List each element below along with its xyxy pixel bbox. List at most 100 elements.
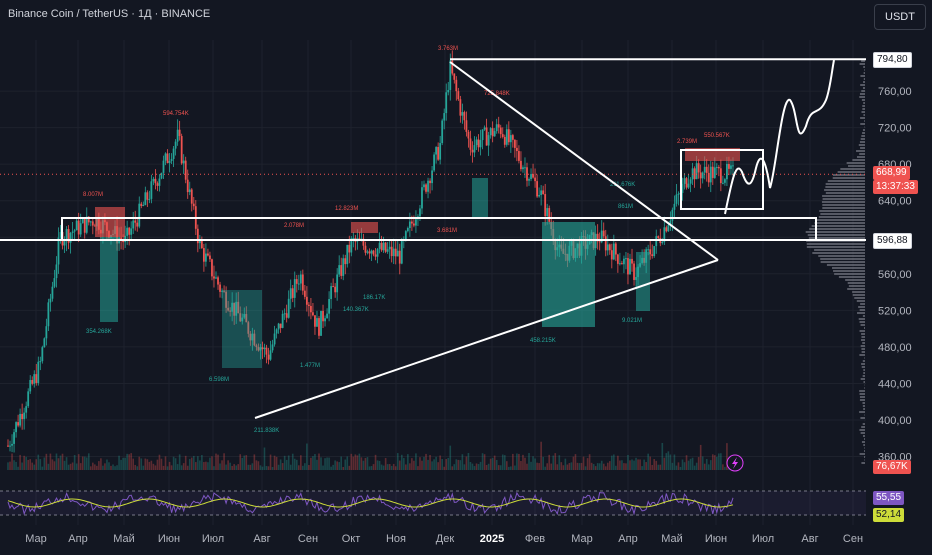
volume-annotation: 211.838K	[254, 428, 279, 434]
volume-bar	[143, 466, 145, 470]
candle-body	[373, 251, 375, 255]
volume-bar	[187, 466, 189, 470]
volume-bar	[435, 457, 437, 470]
volume-bar	[122, 458, 124, 470]
candle-body	[611, 250, 613, 259]
profile-bar	[860, 393, 865, 395]
candle-body	[484, 127, 486, 129]
candle-body	[518, 151, 520, 161]
profile-bar	[820, 213, 865, 215]
profile-bar	[814, 249, 865, 251]
volume-bar	[504, 455, 506, 470]
currency-button[interactable]: USDT	[874, 4, 926, 30]
candle-body	[66, 229, 68, 241]
profile-bar	[860, 303, 865, 305]
volume-bar	[554, 453, 556, 470]
volume-annotation: 9.021M	[622, 318, 642, 324]
volume-bar	[552, 456, 554, 470]
candle-body	[78, 221, 80, 235]
candle-body	[134, 221, 136, 223]
candle-body	[502, 134, 504, 137]
x-tick-label: Ноя	[386, 533, 406, 545]
profile-bar	[860, 321, 865, 323]
candle-body	[7, 446, 9, 447]
volume-bar	[605, 466, 607, 470]
volume-bar	[60, 456, 62, 470]
volume-bar	[80, 463, 82, 470]
volume-bar	[367, 457, 369, 470]
volume-bar	[215, 454, 217, 470]
candle-body	[179, 130, 181, 136]
profile-bar	[863, 114, 865, 116]
candle-body	[647, 249, 649, 250]
profile-bar	[860, 453, 865, 455]
volume-bar	[213, 466, 215, 470]
volume-bar	[322, 466, 324, 470]
candle-body	[199, 241, 201, 243]
volume-bar	[205, 462, 207, 470]
profile-bar	[861, 324, 865, 326]
volume-bar	[375, 455, 377, 470]
volume-bar	[110, 466, 112, 470]
candle-body	[546, 208, 548, 216]
volume-bar	[627, 455, 629, 470]
candle-body	[425, 184, 427, 191]
volume-bar	[243, 456, 245, 470]
candle-body	[64, 241, 66, 246]
volume-bar	[447, 458, 449, 470]
candle-body	[498, 124, 500, 127]
candle-body	[276, 329, 278, 333]
volume-bar	[274, 456, 276, 470]
profile-bar	[861, 138, 865, 140]
volume-bar	[161, 459, 163, 470]
volume-bar	[682, 460, 684, 470]
candle-body	[399, 251, 401, 264]
volume-bar	[532, 456, 534, 470]
candle-body	[401, 241, 403, 264]
volume-bar	[510, 466, 512, 470]
candle-body	[138, 204, 140, 227]
volume-bar	[318, 454, 320, 470]
volume-zone	[472, 178, 488, 218]
candle-body	[217, 277, 219, 284]
volume-bar	[56, 454, 58, 470]
volume-bar	[54, 461, 56, 470]
volume-bar	[387, 464, 389, 470]
volume-bar	[48, 464, 50, 470]
profile-bar	[864, 447, 865, 449]
profile-bar	[859, 390, 865, 392]
candle-body	[653, 246, 655, 256]
candle-body	[328, 299, 330, 314]
volume-bar	[29, 459, 31, 470]
profile-bar	[863, 315, 865, 317]
volume-bar	[391, 466, 393, 470]
volume-bar	[292, 454, 294, 470]
profile-bar	[856, 150, 865, 152]
volume-bar	[211, 456, 213, 470]
candle-body	[284, 313, 286, 314]
profile-bar	[864, 120, 865, 122]
profile-bar	[861, 111, 865, 113]
x-tick-label: Авг	[801, 533, 818, 545]
volume-bar	[480, 462, 482, 470]
volume-annotation: 3.681M	[437, 228, 457, 234]
profile-bar	[859, 411, 865, 413]
volume-bar	[724, 467, 726, 470]
volume-bar	[114, 466, 116, 470]
profile-bar	[864, 69, 865, 71]
volume-bar	[540, 442, 542, 470]
volume-bar	[157, 460, 159, 470]
candle-body	[150, 181, 152, 199]
volume-bar	[185, 456, 187, 470]
candle-body	[155, 179, 157, 183]
volume-bar	[407, 454, 409, 470]
volume-bar	[306, 444, 308, 470]
volume-bar	[209, 458, 211, 470]
volume-bar	[696, 463, 698, 470]
volume-bar	[449, 446, 451, 470]
volume-bar	[177, 464, 179, 470]
volume-bar	[219, 463, 221, 470]
volume-bar	[692, 458, 694, 470]
